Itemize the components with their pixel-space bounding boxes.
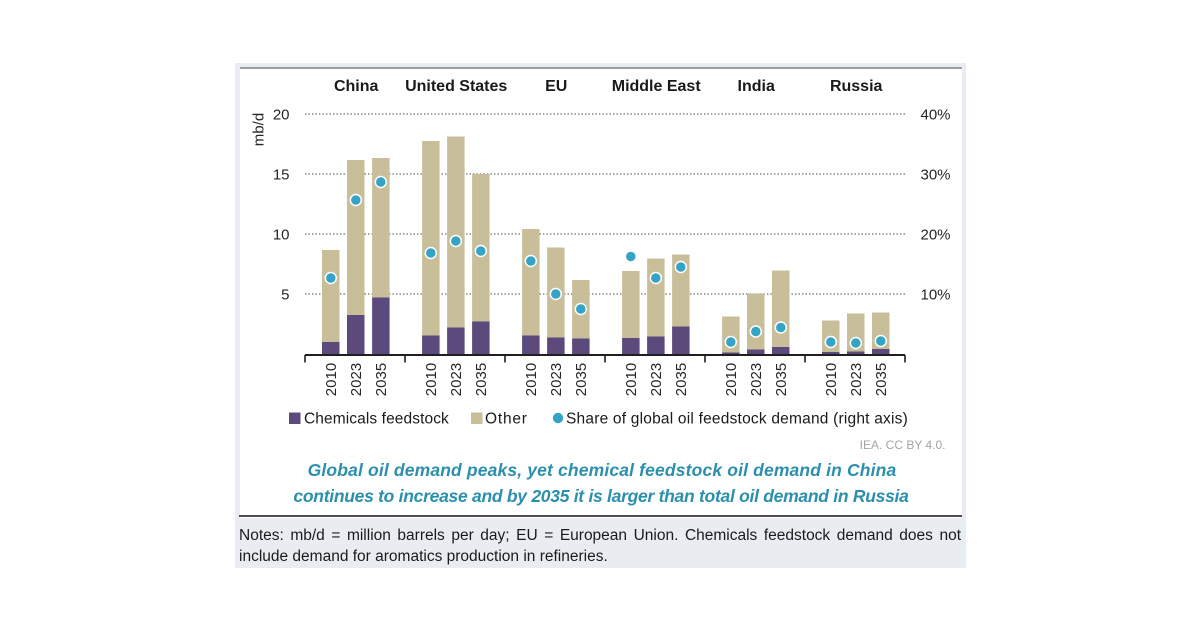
svg-text:Russia: Russia [830,78,883,95]
svg-text:2035: 2035 [873,363,890,396]
svg-text:2010: 2010 [323,363,340,396]
svg-text:2035: 2035 [473,363,490,396]
svg-text:United States: United States [405,78,507,95]
svg-text:Chemicals feedstock: Chemicals feedstock [304,411,449,428]
svg-text:Other: Other [485,411,528,428]
svg-text:20%: 20% [921,226,951,243]
svg-text:2035: 2035 [673,363,690,396]
svg-text:5: 5 [281,286,289,303]
svg-text:2035: 2035 [573,363,590,396]
svg-text:2023: 2023 [548,363,565,396]
svg-text:40%: 40% [921,106,951,123]
svg-text:2023: 2023 [848,363,865,396]
svg-text:2010: 2010 [523,363,540,396]
svg-text:2023: 2023 [448,363,465,396]
svg-text:2010: 2010 [723,363,740,396]
svg-text:continues to increase and by 2: continues to increase and by 2035 it is … [293,486,909,506]
svg-text:2023: 2023 [648,363,665,396]
svg-text:10: 10 [273,226,290,243]
svg-text:2023: 2023 [348,363,365,396]
svg-text:Global oil demand peaks, yet c: Global oil demand peaks, yet chemical fe… [308,460,897,480]
svg-text:IEA. CC BY 4.0.: IEA. CC BY 4.0. [860,438,946,452]
svg-text:10%: 10% [921,286,951,303]
svg-text:India: India [738,78,775,95]
svg-text:15: 15 [273,166,290,183]
svg-text:2035: 2035 [373,363,390,396]
svg-text:Share of global oil feedstock: Share of global oil feedstock demand (ri… [566,411,908,428]
svg-text:30%: 30% [921,166,951,183]
svg-text:2035: 2035 [773,363,790,396]
svg-text:2023: 2023 [748,363,765,396]
svg-text:Middle East: Middle East [612,78,702,95]
svg-text:2010: 2010 [623,363,640,396]
svg-text:China: China [334,78,379,95]
svg-text:20: 20 [273,106,290,123]
svg-text:mb/d: mb/d [251,113,268,146]
svg-text:2010: 2010 [423,363,440,396]
svg-text:EU: EU [545,78,567,95]
svg-text:2010: 2010 [823,363,840,396]
